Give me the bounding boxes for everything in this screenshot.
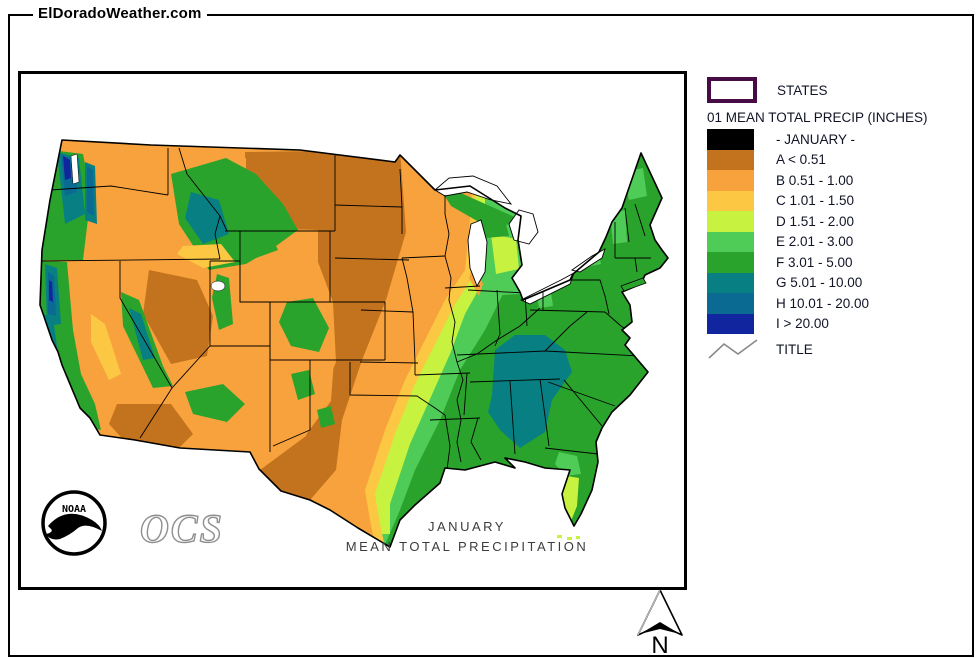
great-salt-lake [210,280,226,292]
great-lakes [70,153,606,305]
north-arrow: N [629,585,691,658]
legend-swatch-E [707,231,754,252]
noaa-logo: NOAA [38,487,110,564]
legend-title-row: TITLE [707,336,969,362]
us-precipitation-map: JANUARY MEAN TOTAL PRECIPITATION [39,139,669,554]
legend-entry: G 5.01 - 10.00 [707,272,969,293]
states-swatch [707,77,757,103]
legend-label: E 2.01 - 3.00 [776,234,854,250]
zigzag-line-icon [708,339,758,359]
north-arrow-chevron [640,622,680,634]
long-island [620,277,647,292]
legend-label: - JANUARY - [776,131,856,147]
legend-header: 01 MEAN TOTAL PRECIP (INCHES) [707,110,928,125]
legend-title-label: TITLE [776,341,813,357]
legend-label: D 1.51 - 2.00 [776,213,855,229]
legend-swatch-I [707,313,754,334]
legend-entry: E 2.01 - 3.00 [707,231,969,252]
states-label: STATES [777,82,828,98]
legend-panel: STATES 01 MEAN TOTAL PRECIP (INCHES) - J… [707,76,969,362]
legend-swatch-H [707,293,754,314]
florida-keys [557,535,580,540]
map-frame: JANUARY MEAN TOTAL PRECIPITATION [18,71,687,590]
legend-entry: - JANUARY - [707,129,969,150]
legend-label: A < 0.51 [776,152,826,168]
legend-entry: F 3.01 - 5.00 [707,252,969,273]
legend-swatch-JAN [707,129,754,150]
noaa-text: NOAA [62,504,86,515]
legend-entry: A < 0.51 [707,149,969,170]
legend-label: G 5.01 - 10.00 [776,275,863,291]
state-borders [40,147,651,471]
legend-entries: - JANUARY - A < 0.51 B 0.51 - 1.00 C 1.01 -… [707,129,969,334]
legend-swatch-G [707,272,754,293]
legend-entry: D 1.51 - 2.00 [707,211,969,232]
legend-label: C 1.01 - 1.50 [776,193,855,209]
legend-states-row: STATES [707,76,969,104]
legend-swatch-A [707,149,754,170]
legend-swatch-B [707,170,754,191]
legend-label: I > 20.00 [776,316,829,332]
legend-label: F 3.01 - 5.00 [776,254,853,270]
map-color-regions [40,140,668,547]
puget-sound [70,153,80,185]
legend-label: B 0.51 - 1.00 [776,172,854,188]
legend-entry: B 0.51 - 1.00 [707,170,969,191]
legend-label: H 10.01 - 20.00 [776,295,870,311]
legend-entry: I > 20.00 [707,313,969,334]
ocs-logo: OCS [136,500,246,565]
legend-swatch-D [707,211,754,232]
us-outline [39,139,669,548]
legend-swatch-F [707,252,754,273]
north-label: N [651,632,668,657]
ocs-text: OCS [140,506,224,551]
map-caption-month: JANUARY [428,519,506,534]
legend-swatch-C [707,190,754,211]
site-brand: ElDoradoWeather.com [33,5,207,22]
noaa-bird-icon [46,513,102,540]
page-frame [8,14,974,657]
map-caption-title: MEAN TOTAL PRECIPITATION [346,539,589,554]
legend-entry: C 1.01 - 1.50 [707,190,969,211]
legend-entry: H 10.01 - 20.00 [707,293,969,314]
